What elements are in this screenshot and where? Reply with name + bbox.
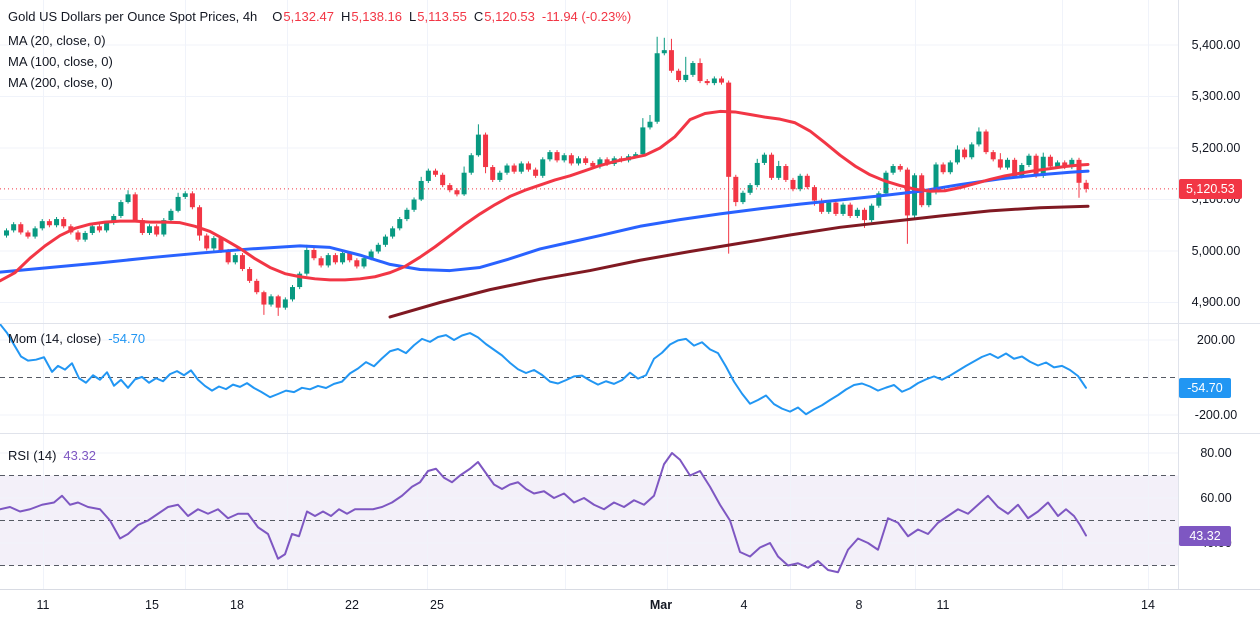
time-axis[interactable]: 11 15 18 22 25 Mar 4 8 11 14 [0, 589, 1260, 619]
time-tick-month: Mar [649, 598, 673, 612]
price-tick: 5,400.00 [1191, 38, 1241, 52]
time-tick: 11 [936, 598, 950, 612]
rsi-legend: RSI (14) 43.32 [8, 448, 96, 463]
time-tick: 14 [1141, 598, 1155, 612]
momentum-value: -54.70 [108, 331, 146, 346]
ohlc-open: O 5,132.47 [272, 9, 335, 24]
last-price-badge: 5,120.53 [1179, 179, 1242, 199]
rsi-tick: 60.00 [1200, 491, 1232, 505]
momentum-badge: -54.70 [1179, 378, 1231, 398]
time-tick: 4 [740, 598, 748, 612]
momentum-legend: Mom (14, close) -54.70 [8, 331, 146, 346]
main-legend: Gold US Dollars per Ounce Spot Prices, 4… [8, 9, 631, 24]
ohlc-high: H 5,138.16 [341, 9, 403, 24]
change-value: -11.94 (-0.23%) [541, 9, 632, 24]
time-tick: 15 [145, 598, 159, 612]
ma20-legend: MA (20, close, 0) [8, 33, 106, 48]
ma100-legend: MA (100, close, 0) [8, 54, 113, 69]
ohlc-low: L 5,113.55 [409, 9, 467, 24]
momentum-tick: 200.00 [1196, 333, 1236, 347]
time-tick: 25 [430, 598, 444, 612]
momentum-tick: -200.00 [1194, 408, 1238, 422]
price-tick: 5,200.00 [1191, 141, 1241, 155]
price-tick: 5,000.00 [1191, 244, 1241, 258]
rsi-tick: 80.00 [1200, 446, 1232, 460]
rsi-value: 43.32 [63, 448, 96, 463]
ma200-legend: MA (200, close, 0) [8, 75, 113, 90]
price-tick: 4,900.00 [1191, 295, 1241, 309]
symbol-title: Gold US Dollars per Ounce Spot Prices, 4… [8, 9, 258, 24]
time-tick: 8 [855, 598, 863, 612]
time-tick: 11 [36, 598, 50, 612]
ohlc-close: C 5,120.53 [473, 9, 535, 24]
rsi-badge: 43.32 [1179, 526, 1231, 546]
time-tick: 22 [345, 598, 359, 612]
time-tick: 18 [230, 598, 244, 612]
price-tick: 5,300.00 [1191, 89, 1241, 103]
